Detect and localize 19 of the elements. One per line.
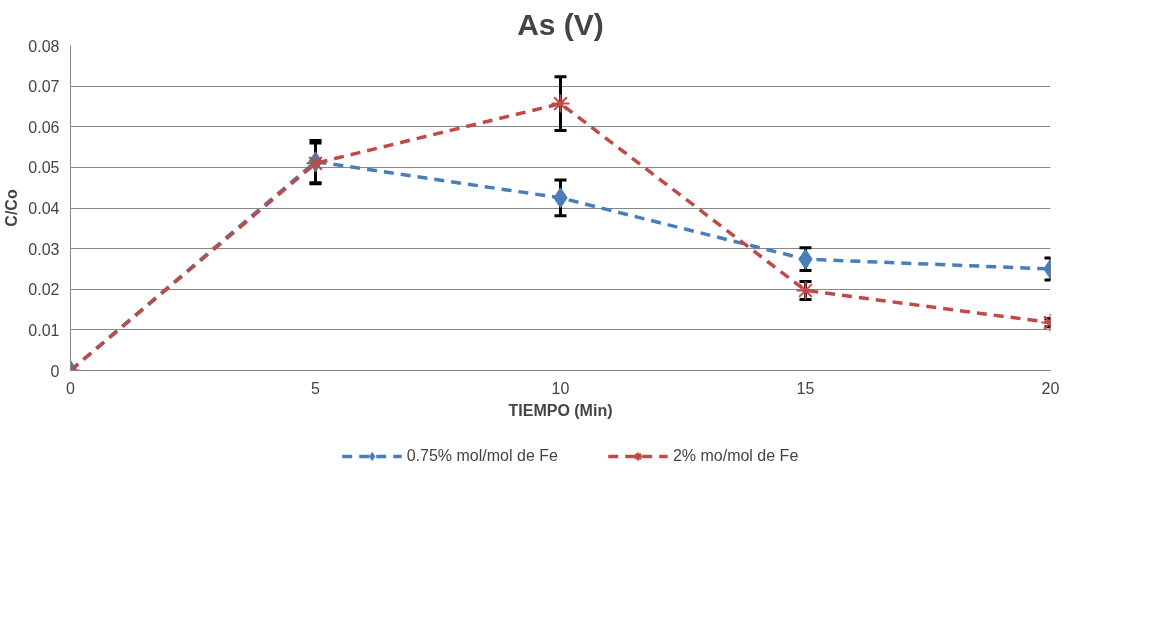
y-tick-label: 0.03 <box>28 240 60 258</box>
x-axis-title: TIEMPO (Min) <box>508 401 613 419</box>
x-tick-label: 10 <box>551 379 570 397</box>
y-tick-label: 0.04 <box>28 200 60 217</box>
x-tick-label: 20 <box>1041 379 1060 397</box>
y-tick-label: 0 <box>50 362 60 380</box>
y-tick-label: 0.01 <box>28 321 60 339</box>
y-tick-label: 0.08 <box>28 37 60 55</box>
legend-label: 0.75% mol/mol de Fe <box>406 447 558 465</box>
y-axis-title: C/Co <box>3 189 21 227</box>
x-tick-label: 0 <box>66 379 76 397</box>
x-tick-label: 5 <box>311 379 321 397</box>
y-tick-label: 0.05 <box>28 159 60 177</box>
y-tick-label: 0.07 <box>28 78 60 96</box>
y-tick-label: 0.02 <box>28 281 60 299</box>
y-tick-label: 0.06 <box>28 118 60 136</box>
legend-label: 2% mo/mol de Fe <box>672 447 799 465</box>
chart-title: As (V) <box>517 7 604 41</box>
x-tick-label: 15 <box>796 379 815 397</box>
